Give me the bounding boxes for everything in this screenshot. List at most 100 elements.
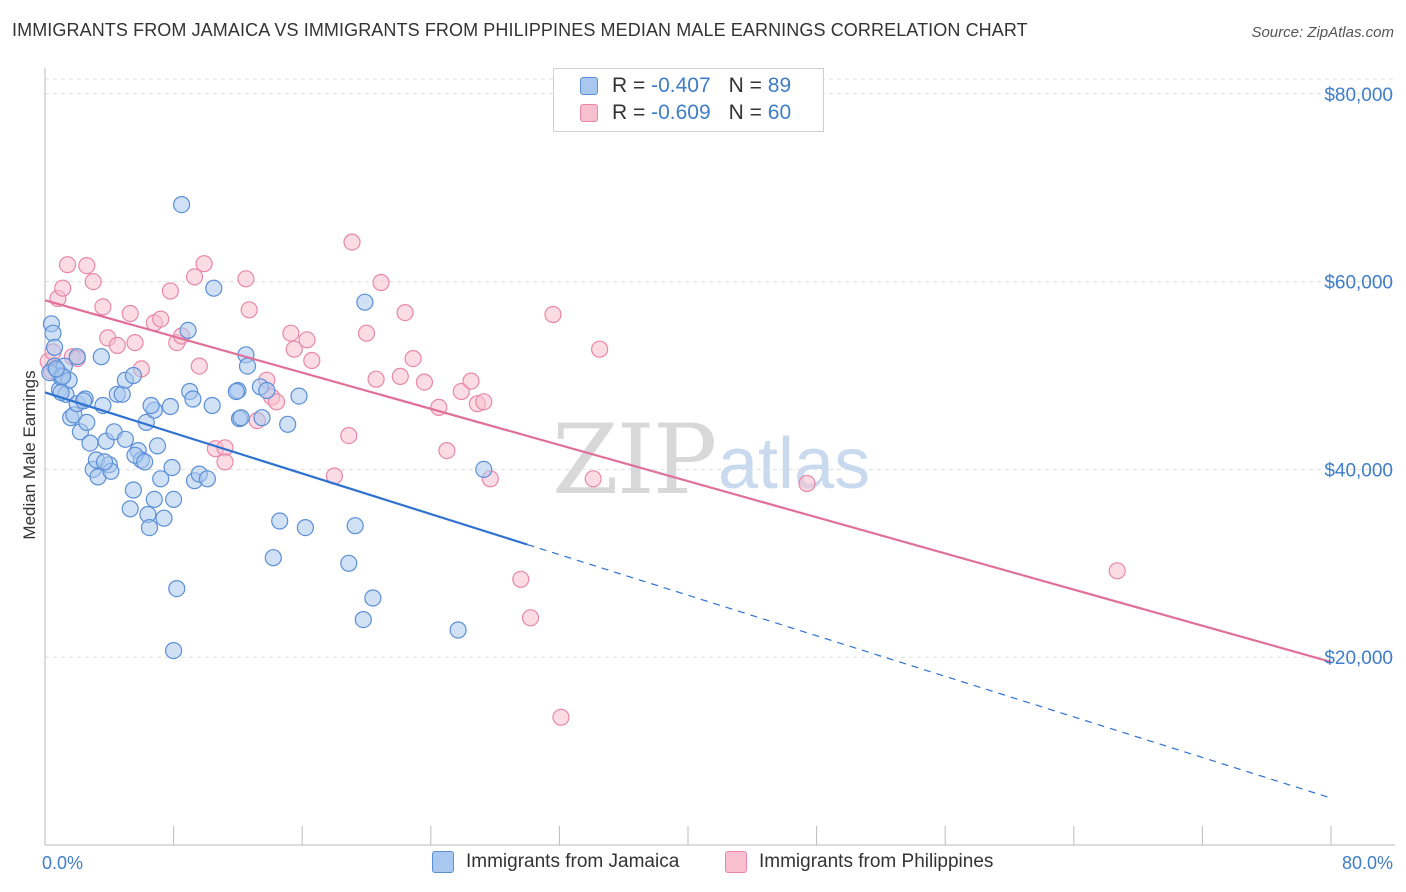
philippines-point [216,453,234,471]
philippines-point [185,268,204,286]
jamaica-point [253,409,271,427]
philippines-point [415,373,433,391]
jamaica-point [203,396,221,415]
jamaica-point [340,554,358,572]
philippines-point [1108,562,1126,580]
tick-labels: $20,000 $40,000 $60,000 $80,000 0.0% 80.0% [42,85,1393,873]
watermark: ZIP atlas [552,404,870,516]
watermark-zip: ZIP [552,404,715,516]
jamaica-point [44,324,62,342]
philippines-point [372,273,390,292]
y-tick-label: $20,000 [1324,648,1393,669]
legend-label-jamaica: Immigrants from Jamaica [466,851,680,872]
jamaica-point [198,470,216,488]
y-tick-label: $40,000 [1324,460,1393,481]
r-value: -0.609 [651,101,711,124]
chart-source: Source: ZipAtlas.com [1251,24,1394,41]
philippines-point [54,279,72,297]
jamaica-point [140,518,159,537]
jamaica-point [296,518,314,537]
jamaica-point [227,382,245,401]
jamaica-point [152,470,170,488]
philippines-point [267,393,286,411]
jamaica-point [124,366,142,385]
philippines-point [298,331,316,349]
philippines-point [240,301,258,319]
x-tick-label-min: 0.0% [42,853,83,873]
r-label: R = [612,101,646,124]
philippines-point [78,257,96,275]
jamaica-point [238,357,257,375]
philippines-point [94,298,112,316]
philippines-point [282,324,300,342]
philippines-point [195,255,213,273]
jamaica-point [184,390,202,408]
jamaica-point [165,641,183,660]
philippines-point [84,273,102,291]
stats-legend: R = -0.407 N = 89 R = -0.609 N = 60 [553,68,824,132]
n-value: 60 [767,101,792,124]
jamaica-point [165,490,183,508]
jamaica-point [475,460,493,478]
jamaica-point [142,396,160,415]
philippines-point [343,233,361,251]
philippines-point [462,372,480,390]
philippines-point [512,570,530,588]
r-value: -0.407 [651,74,711,97]
philippines-point [121,304,139,323]
axes [44,68,1395,846]
philippines-point [357,324,376,342]
jamaica-point [95,453,114,471]
n-label: N = [728,74,762,97]
jamaica-point [290,387,308,405]
jamaica-point [81,434,99,452]
y-axis-title: Median Male Earnings [20,370,39,539]
philippines-point [237,270,255,288]
jamaica-point [136,453,154,471]
jamaica-point [68,348,86,366]
data-points [39,196,1126,726]
jamaica-point [258,381,276,400]
philippines-swatch [580,104,598,122]
philippines-point [152,310,170,328]
philippines-point [161,282,179,300]
n-label: N = [728,101,762,124]
jamaica-point [364,589,382,607]
jamaica-trend-line [44,391,528,546]
jamaica-point [346,517,364,535]
jamaica-point [173,196,191,214]
philippines-point [396,304,414,322]
philippines-point [798,474,816,493]
jamaica-point [449,621,467,639]
philippines-point [475,393,493,411]
jamaica-point [168,579,186,598]
trend-lines [44,299,1332,799]
jamaica-trend-extension [527,543,1332,799]
jamaica-point [92,348,110,366]
watermark-atlas: atlas [718,424,870,504]
philippines-point [340,427,358,445]
jamaica-point [179,321,197,339]
jamaica-point [232,409,250,427]
jamaica-swatch [580,77,598,95]
jamaica-point [116,430,135,448]
n-value: 89 [767,74,792,97]
philippines-point [552,708,570,726]
jamaica-point [163,458,181,477]
philippines-point [190,357,208,375]
philippines-point [285,340,303,358]
jamaica-point [124,481,142,499]
y-tick-label: $60,000 [1324,273,1393,294]
philippines-point [438,442,456,460]
jamaica-point [271,512,289,530]
philippines-point [404,350,422,368]
chart-title: IMMIGRANTS FROM JAMAICA VS IMMIGRANTS FR… [12,20,1028,40]
legend-label-philippines: Immigrants from Philippines [759,851,994,872]
jamaica-point [155,509,173,527]
philippines-point [303,351,321,370]
jamaica-point [161,397,179,416]
philippines-point [58,256,77,274]
philippines-point [108,336,126,354]
jamaica-point [279,415,297,433]
jamaica-point [47,360,65,378]
